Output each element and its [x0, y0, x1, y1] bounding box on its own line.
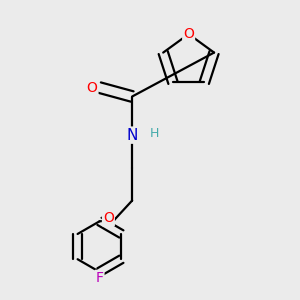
- Text: N: N: [127, 128, 138, 142]
- Text: O: O: [87, 81, 98, 94]
- Text: O: O: [183, 27, 194, 41]
- Text: F: F: [95, 271, 104, 285]
- Text: O: O: [103, 212, 114, 225]
- Text: H: H: [150, 127, 159, 140]
